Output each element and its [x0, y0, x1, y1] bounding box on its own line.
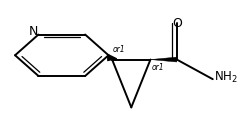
Text: or1: or1: [112, 45, 125, 54]
Text: N: N: [29, 25, 38, 38]
Text: NH$_2$: NH$_2$: [214, 70, 238, 85]
Text: or1: or1: [151, 63, 164, 72]
Polygon shape: [151, 57, 177, 62]
Text: O: O: [172, 17, 182, 30]
